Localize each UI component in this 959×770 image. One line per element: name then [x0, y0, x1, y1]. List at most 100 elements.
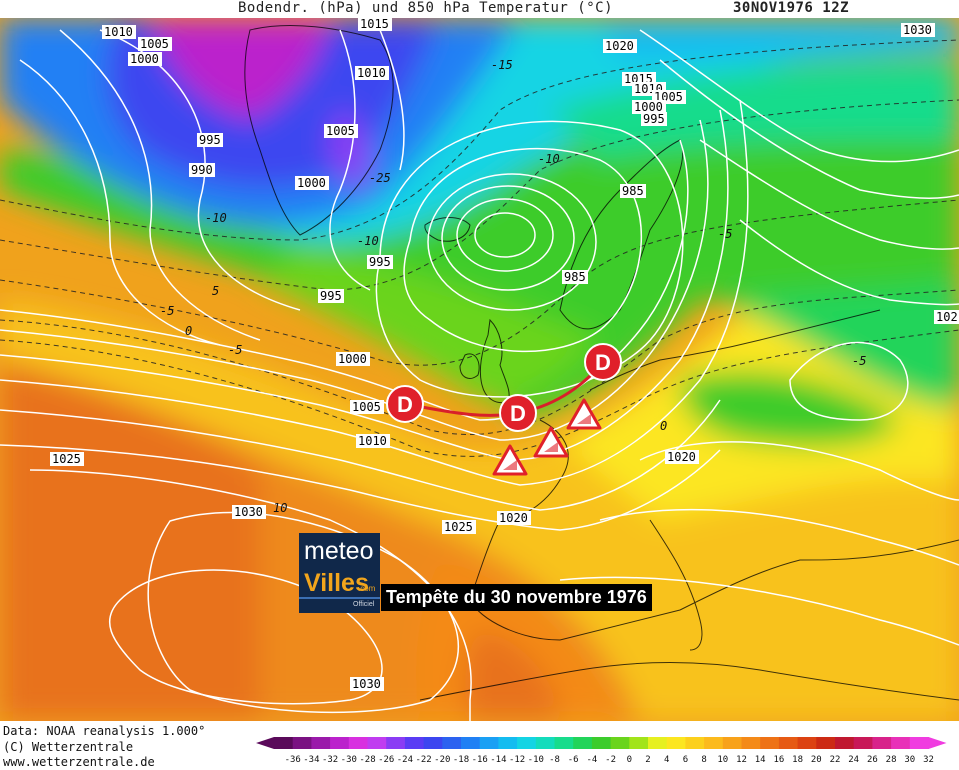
legend-swatch	[423, 737, 443, 749]
data-source-credit: Data: NOAA reanalysis 1.000°	[3, 724, 206, 738]
legend-swatch	[292, 737, 312, 749]
pressure-label: 1005	[350, 400, 384, 414]
temperature-label: -15	[491, 58, 513, 72]
legend-swatch	[722, 737, 742, 749]
pressure-label: 1015	[358, 18, 392, 31]
map-date: 30NOV1976 12Z	[733, 0, 850, 16]
legend-swatch	[367, 737, 387, 749]
pressure-label: 990	[189, 163, 215, 177]
pressure-label: 995	[318, 289, 344, 303]
pressure-label: 1030	[232, 505, 266, 519]
legend-swatch	[498, 737, 518, 749]
svg-text:995: 995	[369, 255, 391, 269]
legend-swatch	[404, 737, 425, 749]
logo-text-villes: Villes	[304, 569, 369, 597]
legend-tick-label: -26	[378, 755, 394, 765]
weather-map: 1015 1010 1005 1000 1010 1005 1000 995 9…	[0, 18, 959, 721]
logo-text-officiel: Officiel	[353, 601, 375, 608]
svg-text:990: 990	[191, 163, 213, 177]
legend-swatch	[741, 737, 761, 749]
pressure-label: 985	[562, 270, 588, 284]
legend-swatch	[330, 737, 350, 749]
legend-swatch	[872, 737, 892, 749]
temperature-label: -10	[538, 152, 560, 166]
pressure-label: 1030	[350, 677, 384, 691]
legend-swatch	[535, 737, 555, 749]
svg-text:1000: 1000	[297, 176, 326, 190]
legend-tick-label: -22	[415, 755, 431, 765]
svg-text:102: 102	[936, 310, 958, 324]
pressure-label: 985	[620, 184, 646, 198]
pressure-label: 1020	[665, 450, 699, 464]
svg-text:985: 985	[564, 270, 586, 284]
legend-swatch	[348, 737, 368, 749]
legend-swatch	[704, 737, 724, 749]
svg-text:D: D	[595, 350, 611, 375]
temperature-label: 5	[212, 284, 219, 298]
legend-tick-label: 0	[627, 755, 632, 765]
svg-text:D: D	[510, 401, 526, 426]
meteo-villes-logo: meteo Villes .com Officiel	[299, 533, 380, 613]
legend-swatch	[573, 737, 593, 749]
pressure-label: 1005	[324, 124, 358, 138]
legend-tick-label: 20	[811, 755, 822, 765]
legend-arrow-right	[928, 737, 947, 749]
svg-text:1025: 1025	[52, 452, 81, 466]
legend-swatch	[853, 737, 873, 749]
legend-tick-label: -10	[528, 755, 544, 765]
svg-text:1000: 1000	[130, 52, 159, 66]
legend-swatch	[591, 737, 612, 749]
low-pressure-marker: D	[499, 394, 537, 432]
legend-arrow-left	[256, 737, 274, 749]
legend-tick-label: -18	[453, 755, 469, 765]
legend-tick-label: -2	[605, 755, 616, 765]
legend-swatch	[479, 737, 499, 749]
legend-tick-label: -6	[568, 755, 579, 765]
svg-text:1000: 1000	[338, 352, 367, 366]
legend-tick-label: -16	[472, 755, 488, 765]
legend-tick-label: 26	[867, 755, 878, 765]
map-title: Bodendr. (hPa) und 850 hPa Temperatur (°…	[0, 0, 959, 18]
temperature-label: -25	[369, 171, 391, 185]
storm-banner: Tempête du 30 novembre 1976	[381, 584, 652, 611]
low-pressure-marker: D	[386, 385, 424, 423]
legend-swatch	[816, 737, 836, 749]
legend-swatch	[517, 737, 537, 749]
pressure-label: 1000	[632, 100, 666, 114]
legend-tick-label: -14	[490, 755, 506, 765]
legend-tick-label: -28	[359, 755, 375, 765]
svg-text:1030: 1030	[903, 23, 932, 37]
svg-text:985: 985	[622, 184, 644, 198]
temperature-label: -10	[357, 234, 379, 248]
pressure-label: 1000	[295, 176, 329, 190]
pressure-label: 995	[641, 112, 667, 126]
pressure-label: 1000	[336, 352, 370, 366]
legend-tick-label: 30	[904, 755, 915, 765]
svg-text:1010: 1010	[357, 66, 386, 80]
svg-text:995: 995	[643, 112, 665, 126]
pressure-label: 1010	[102, 25, 136, 39]
legend-swatch	[891, 737, 911, 749]
website-credit: www.wetterzentrale.de	[3, 755, 155, 769]
legend-swatch	[778, 737, 799, 749]
legend-swatch	[274, 737, 294, 749]
legend-tick-label: 14	[755, 755, 766, 765]
legend-tick-label: 22	[830, 755, 841, 765]
legend-tick-label: 28	[886, 755, 897, 765]
legend-tick-label: -20	[434, 755, 450, 765]
svg-text:1020: 1020	[667, 450, 696, 464]
legend-tick-label: -12	[509, 755, 525, 765]
svg-text:D: D	[397, 392, 413, 417]
temperature-label: -5	[852, 354, 866, 368]
legend-swatch	[685, 737, 705, 749]
legend-swatch	[648, 737, 668, 749]
pressure-label: 1025	[442, 520, 476, 534]
legend-swatch	[909, 737, 929, 749]
pressure-label: 995	[197, 133, 223, 147]
svg-text:1015: 1015	[360, 18, 389, 31]
pressure-label: 102	[934, 310, 959, 324]
warning-triangle-icon	[492, 444, 528, 476]
svg-text:1010: 1010	[104, 25, 133, 39]
warning-markers	[492, 398, 602, 476]
legend-tick-label: 12	[736, 755, 747, 765]
